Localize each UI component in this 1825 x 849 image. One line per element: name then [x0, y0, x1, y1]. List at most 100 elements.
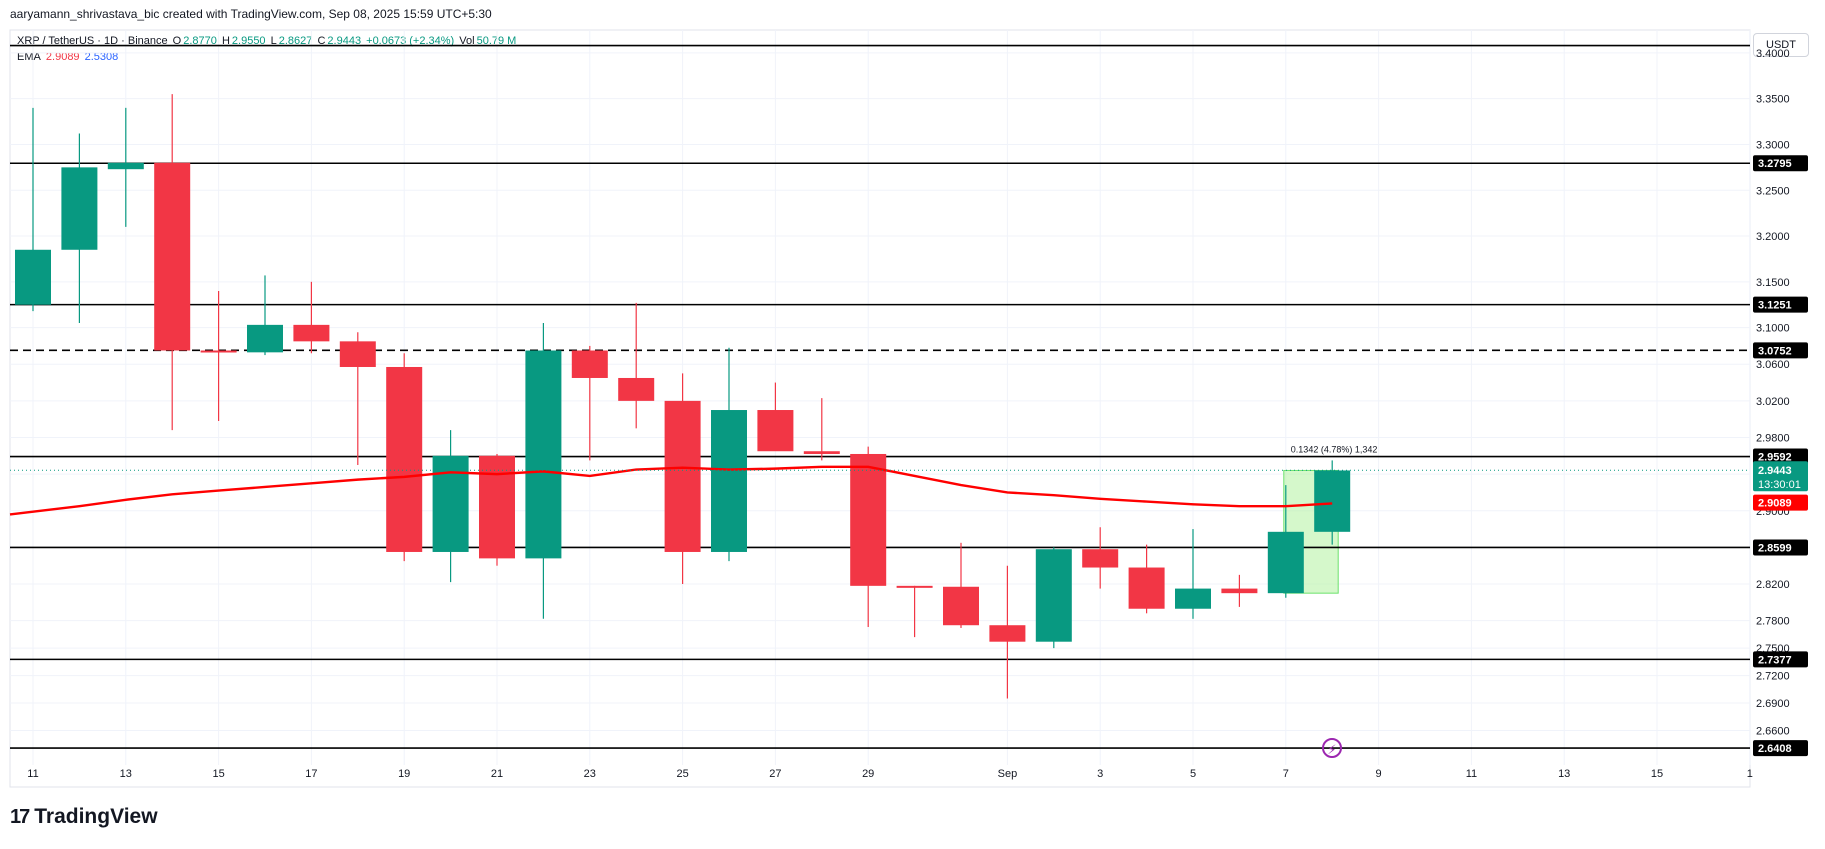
level-price-label-bg: [1753, 539, 1808, 556]
x-tick-label: 13: [1558, 768, 1570, 780]
candle-body: [618, 377, 655, 401]
level-price-label-bg: [1753, 740, 1808, 757]
y-tick-label: 2.7200: [1756, 671, 1790, 683]
y-tick-label: 3.2000: [1756, 231, 1790, 243]
y-tick-label: 3.3000: [1756, 139, 1790, 151]
symbol-label[interactable]: XRP / TetherUS · 1D · Binance: [17, 35, 168, 47]
x-tick-label: 15: [212, 768, 224, 780]
y-tick-label: 3.0600: [1756, 359, 1790, 371]
x-tick-label: 11: [1466, 768, 1477, 780]
candle-body: [1082, 549, 1119, 568]
y-tick-label: 3.0200: [1756, 396, 1790, 408]
level-price-label-bg: [1753, 342, 1808, 359]
lightning-event-icon[interactable]: ⚡: [1322, 738, 1342, 758]
y-tick-label: 2.6900: [1756, 698, 1790, 710]
tradingview-logo-text: TradingView: [34, 805, 158, 828]
y-tick-label: 2.8200: [1756, 579, 1790, 591]
candle-body: [757, 410, 794, 452]
tradingview-logo[interactable]: 17 TradingView: [10, 805, 158, 829]
y-tick-label: 3.4000: [1756, 48, 1790, 60]
x-tick-label: 19: [398, 768, 410, 780]
x-tick-label: 23: [584, 768, 596, 780]
y-tick-label: 3.3500: [1756, 94, 1790, 106]
chart-attribution: aaryamann_shrivastava_bic created with T…: [10, 7, 492, 21]
low-value: 2.8627: [278, 35, 313, 47]
level-price-label: 3.1251: [1758, 300, 1792, 312]
candle-body: [943, 586, 979, 626]
ema-label[interactable]: EMA: [17, 51, 41, 63]
ema-value-primary: 2.9089: [45, 51, 80, 63]
candle-body: [293, 324, 330, 342]
level-price-label-bg: [1753, 296, 1808, 313]
candle-body: [989, 625, 1026, 642]
ema-value-secondary: 2.5308: [84, 51, 119, 63]
candle-body: [1128, 567, 1165, 609]
open-value: 2.8770: [183, 35, 217, 47]
candle-body: [711, 410, 747, 552]
ema-price-label-bg: [1753, 494, 1808, 511]
candle-body: [479, 455, 515, 559]
x-tick-label: 25: [676, 768, 688, 780]
x-tick-label: 13: [120, 768, 132, 780]
x-tick-label: 21: [491, 768, 503, 780]
level-price-label: 3.2795: [1758, 158, 1792, 170]
y-tick-label: 2.6600: [1756, 726, 1790, 738]
candle-body: [571, 350, 608, 378]
candle-body: [1221, 588, 1258, 594]
x-tick-label: 7: [1283, 768, 1289, 780]
ema-legend[interactable]: EMA 2.9089 2.5308: [17, 51, 120, 63]
measure-label: 0.1342 (4.78%) 1,342: [1291, 444, 1378, 454]
plot-frame: [9, 29, 1751, 788]
candle-body: [154, 162, 191, 351]
x-tick-label: 17: [305, 768, 317, 780]
candle-body: [61, 167, 98, 250]
level-price-label: 2.6408: [1758, 743, 1792, 755]
candle-body: [1175, 588, 1211, 609]
candle-body: [1267, 531, 1304, 594]
close-label: C: [317, 35, 326, 47]
candle-body: [339, 341, 376, 367]
open-label: O: [172, 35, 182, 47]
candle-body: [386, 366, 423, 552]
candle-body: [664, 400, 701, 552]
level-price-label-bg: [1753, 155, 1808, 172]
current-price-label: 2.9443: [1758, 465, 1792, 477]
candle-body: [247, 324, 283, 353]
high-label: H: [221, 35, 230, 47]
x-tick-label: 9: [1376, 768, 1382, 780]
ema-price-label: 2.9089: [1758, 498, 1792, 510]
level-price-label: 3.0752: [1758, 345, 1792, 357]
x-tick-label: 29: [862, 768, 874, 780]
level-price-label: 2.7377: [1758, 654, 1792, 666]
level-price-label: 2.8599: [1758, 542, 1792, 554]
candle-body: [803, 451, 840, 454]
level-price-label-bg: [1753, 448, 1808, 465]
volume-label: Vol: [459, 35, 475, 47]
candle-body: [200, 350, 237, 353]
x-tick-label: 3: [1097, 768, 1103, 780]
candle-body: [850, 453, 887, 586]
y-tick-label: 2.9800: [1756, 432, 1790, 444]
x-tick-label: 15: [1651, 768, 1663, 780]
x-tick-label: 5: [1190, 768, 1196, 780]
y-tick-label: 3.2500: [1756, 185, 1790, 197]
countdown-label: 13:30:01: [1758, 479, 1801, 491]
current-price-label-bg: [1753, 461, 1808, 492]
x-tick-label: 1: [1747, 768, 1753, 780]
y-tick-label: 3.1500: [1756, 277, 1790, 289]
y-tick-label: 3.1000: [1756, 323, 1790, 335]
candle-body: [107, 162, 144, 170]
low-label: L: [270, 35, 277, 47]
y-tick-label: 2.7800: [1756, 616, 1790, 628]
candle-body: [1035, 549, 1072, 642]
candle-body: [896, 585, 933, 588]
volume-value: 50.79 M: [476, 35, 517, 47]
close-value: 2.9443: [327, 35, 362, 47]
currency-selector[interactable]: USDT: [1753, 33, 1809, 57]
x-tick-label: Sep: [998, 768, 1018, 780]
high-value: 2.9550: [231, 35, 266, 47]
change-value: +0.0673 (+2.34%): [366, 35, 455, 47]
candle-body: [15, 249, 51, 305]
price-chart[interactable]: 3.4000 3.3500 3.3000 3.2500 3.2000 3.1500 3.10…: [0, 0, 1825, 800]
